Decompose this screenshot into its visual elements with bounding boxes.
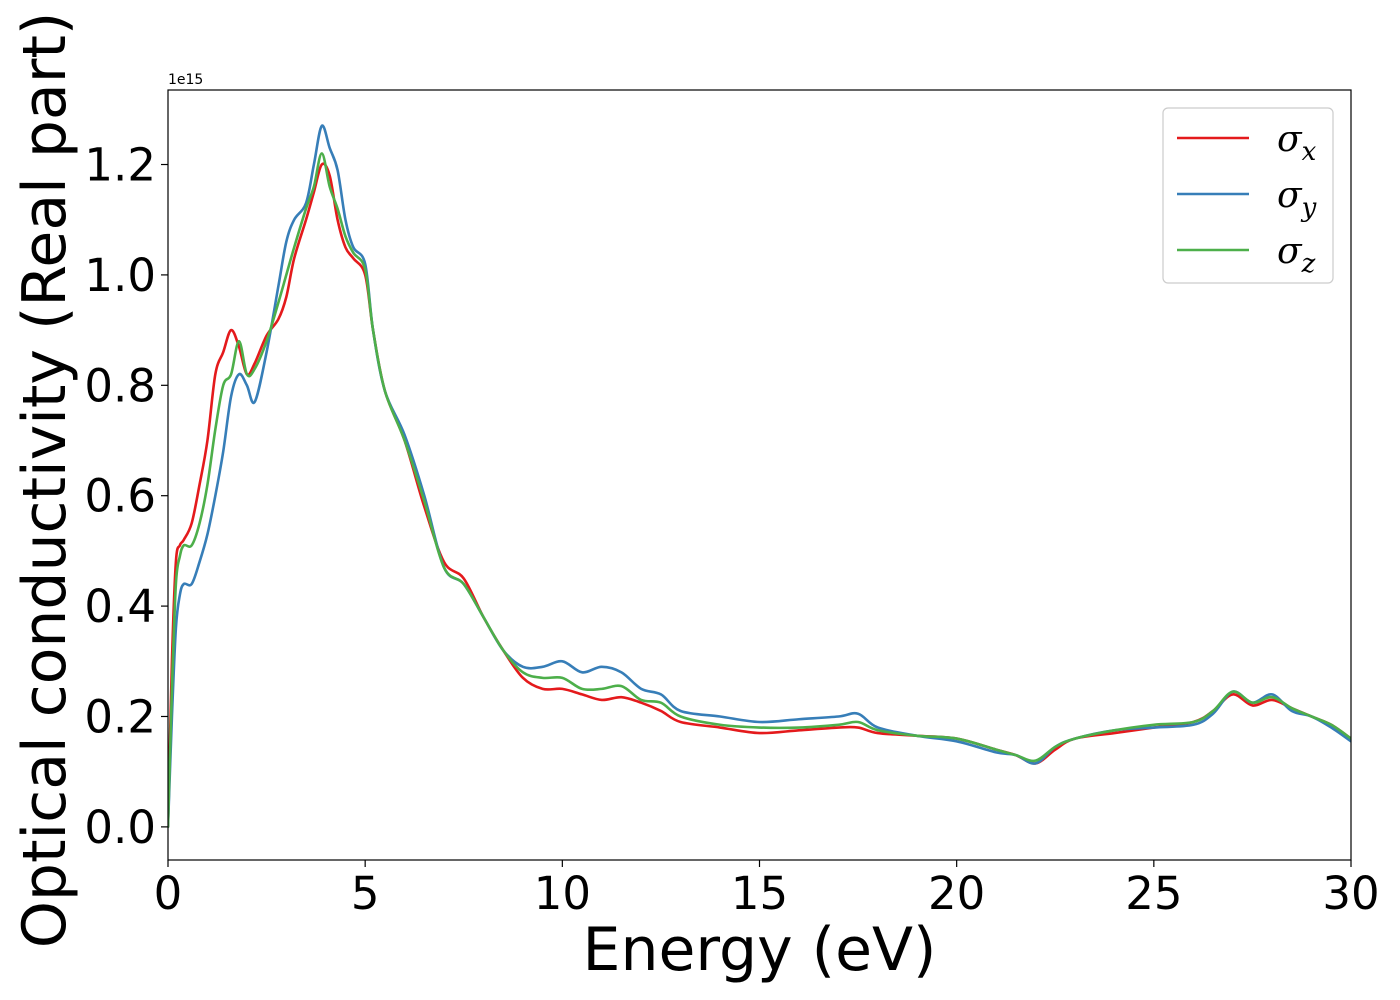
y-axis-title: Optical conductivity (Real part) [10, 12, 80, 949]
series-layer [168, 124, 1351, 829]
y-tick-label: 1.2 [84, 139, 156, 192]
x-tick-label: 20 [928, 867, 985, 920]
x-axis-title: Energy (eV) [583, 915, 937, 985]
x-tick-label: 5 [351, 867, 380, 920]
y-tick-label: 0.2 [84, 690, 156, 743]
y-tick-label: 1.0 [84, 249, 156, 302]
y-tick-label: 0.4 [84, 580, 156, 633]
legend: σx σy σz [1162, 107, 1334, 284]
plot-area [167, 89, 1352, 861]
legend-label-z: σz [1277, 231, 1316, 279]
x-tick-label: 30 [1322, 867, 1379, 920]
y-tick-label: 0.8 [84, 359, 156, 412]
x-axis: 0 5 10 15 20 25 30 [154, 860, 1380, 920]
series-line-z [168, 152, 1351, 829]
legend-label-x: σx [1277, 119, 1317, 167]
x-tick-label: 10 [534, 867, 591, 920]
y-tick-label: 0.0 [84, 801, 156, 854]
y-tick-label: 0.6 [84, 470, 156, 523]
legend-box [1162, 107, 1334, 284]
x-tick-label: 15 [731, 867, 788, 920]
x-tick-label: 0 [154, 867, 183, 920]
legend-label-y: σy [1277, 175, 1317, 223]
y-axis: 0.0 0.2 0.4 0.6 0.8 1.0 1.2 [84, 139, 168, 854]
x-tick-label: 25 [1125, 867, 1182, 920]
y-offset-text: 1e15 [168, 72, 203, 88]
